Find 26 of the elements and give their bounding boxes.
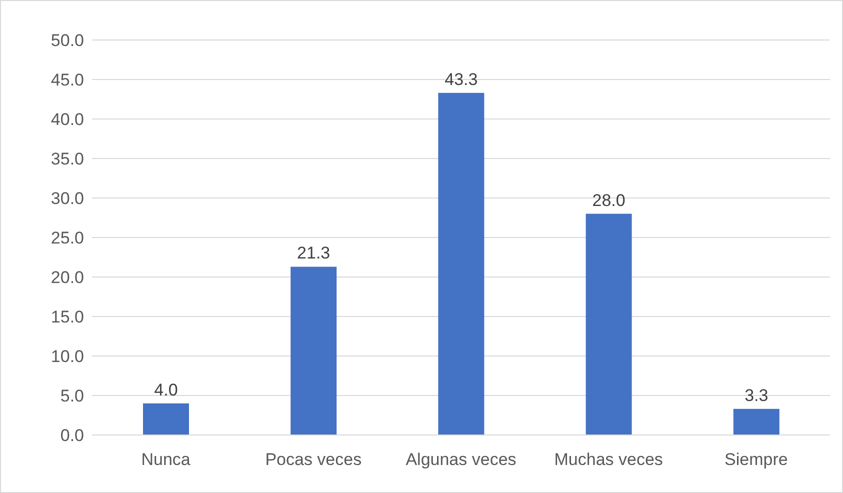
bar	[143, 403, 189, 435]
y-tick-label: 0.0	[60, 426, 84, 446]
x-tick-label: Algunas veces	[406, 450, 516, 470]
data-label: 43.3	[444, 70, 478, 89]
y-tick-label: 25.0	[50, 228, 84, 248]
x-tick-label: Nunca	[141, 450, 191, 470]
y-tick-label: 10.0	[50, 347, 84, 366]
x-tick-label: Muchas veces	[554, 450, 663, 470]
y-tick-label: 35.0	[50, 150, 84, 169]
y-tick-label: 30.0	[50, 189, 84, 208]
data-label: 3.3	[744, 386, 768, 405]
data-label: 4.0	[154, 380, 178, 400]
y-tick-label: 20.0	[50, 268, 84, 288]
data-label: 28.0	[592, 190, 626, 210]
data-label: 21.3	[297, 244, 330, 263]
y-tick-label: 15.0	[50, 308, 84, 327]
bar	[438, 92, 484, 435]
bar	[586, 214, 632, 435]
x-tick-label: Siempre	[724, 450, 788, 470]
bar	[290, 266, 337, 435]
bar	[733, 408, 780, 435]
y-tick-label: 45.0	[50, 70, 84, 90]
y-tick-label: 50.0	[50, 31, 84, 50]
y-tick-label: 40.0	[50, 110, 84, 130]
x-tick-label: Pocas veces	[265, 450, 362, 470]
y-tick-label: 5.0	[60, 386, 84, 406]
